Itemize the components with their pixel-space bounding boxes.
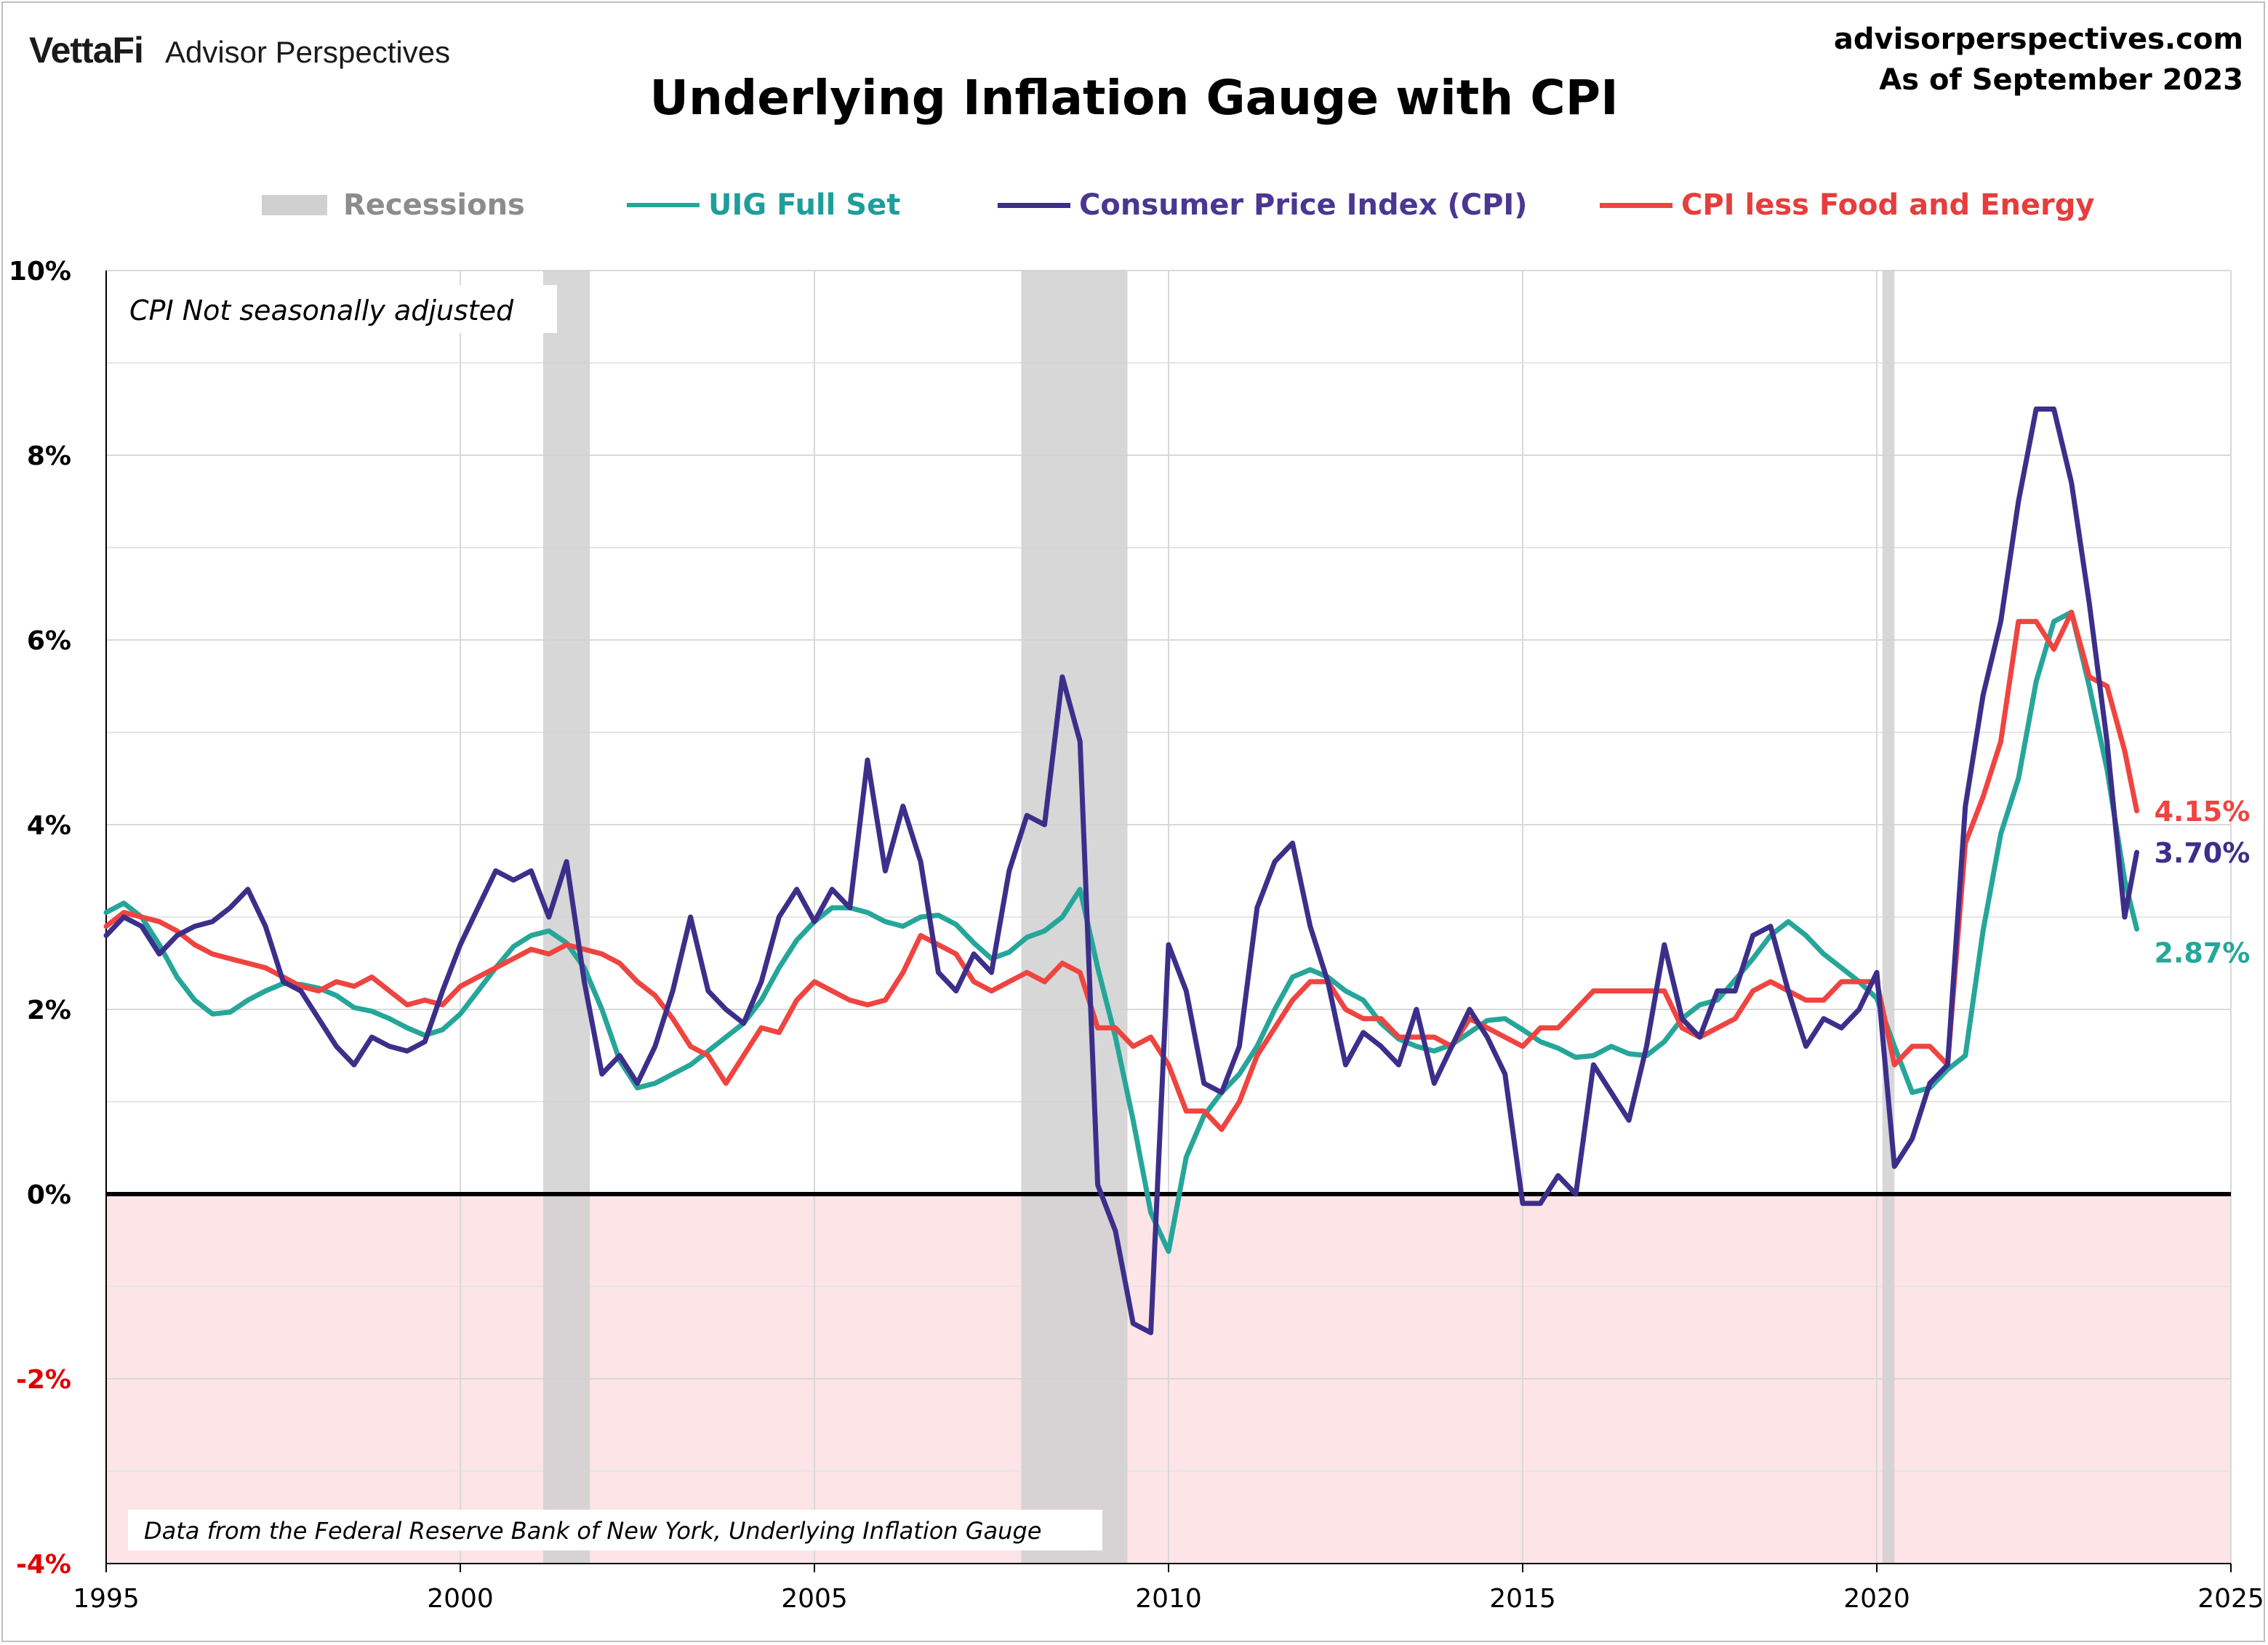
legend-label-recessions: Recessions [343, 188, 525, 222]
x-tick-label: 2025 [2197, 1584, 2264, 1614]
y-tick-label: -4% [16, 1550, 71, 1580]
note-bottom-box [128, 1510, 1102, 1550]
brand: VettaFi Advisor Perspectives [29, 29, 450, 71]
x-tick-label: 2005 [781, 1584, 848, 1614]
recession-band [1021, 271, 1128, 1564]
y-tick-label: 8% [27, 441, 71, 471]
recession-band [1882, 271, 1895, 1564]
y-tick-label: 4% [27, 811, 71, 841]
brand-name: Advisor Perspectives [164, 35, 451, 69]
legend-item-recessions: Recessions [262, 183, 525, 227]
legend-swatch-cpi [998, 202, 1070, 208]
legend-swatch-uig [627, 203, 700, 207]
chart-title: Underlying Inflation Gauge with CPI [649, 70, 1619, 126]
x-tick-label: 2010 [1135, 1584, 1202, 1614]
end-label-core: 4.15% [2154, 796, 2250, 828]
note-bottom: Data from the Federal Reserve Bank of Ne… [144, 1517, 1041, 1545]
legend-label-core: CPI less Food and Energy [1681, 188, 2095, 222]
y-tick-label: 10% [9, 257, 71, 287]
y-tick-label: 2% [27, 996, 71, 1025]
y-tick-label: -2% [16, 1365, 71, 1395]
note-top: CPI Not seasonally adjusted [129, 295, 514, 327]
end-label-cpi: 3.70% [2154, 837, 2250, 869]
legend-item-cpi: Consumer Price Index (CPI) [998, 183, 1528, 227]
series-line-uig [103, 609, 2139, 1254]
x-tick-label: 1995 [73, 1584, 140, 1614]
site-url: advisorperspectives.com [1833, 23, 2243, 56]
x-tick-label: 2000 [427, 1584, 494, 1614]
y-tick-label: 0% [27, 1180, 71, 1210]
legend-swatch-recessions [262, 195, 327, 215]
as-of-date: As of September 2023 [1879, 63, 2243, 97]
x-tick-label: 2020 [1843, 1584, 1910, 1614]
source-info: advisorperspectives.com As of September … [1834, 19, 2243, 100]
end-label-uig: 2.87% [2154, 937, 2250, 969]
y-tick-label: 6% [27, 626, 71, 656]
chart-legend: Recessions UIG Full Set Consumer Price I… [0, 183, 2268, 227]
legend-item-core: CPI less Food and Energy [1600, 183, 2094, 227]
series-line-cpi [103, 407, 2139, 1335]
x-tick-label: 2015 [1489, 1584, 1556, 1614]
series-line-core [103, 609, 2139, 1132]
legend-swatch-core [1600, 202, 1672, 208]
legend-label-uig: UIG Full Set [708, 188, 901, 222]
vettafi-logo: VettaFi [29, 30, 144, 71]
note-top-box [115, 285, 557, 333]
legend-item-uig: UIG Full Set [627, 183, 900, 227]
legend-label-cpi: Consumer Price Index (CPI) [1079, 188, 1528, 222]
